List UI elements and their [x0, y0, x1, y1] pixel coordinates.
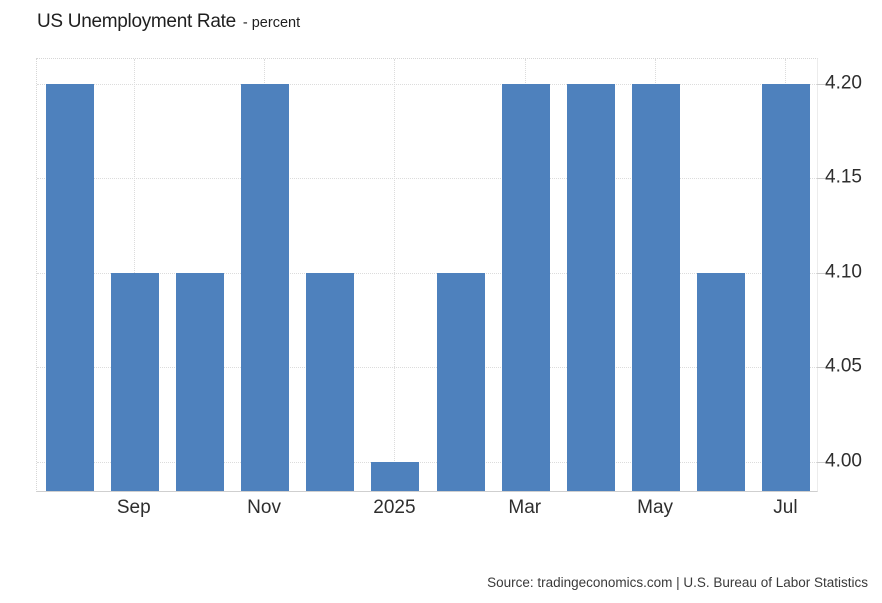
y-tick-mark [817, 462, 825, 463]
chart-header: US Unemployment Rate - percent [37, 11, 300, 33]
bar-month-8[interactable] [566, 83, 615, 491]
h-gridline [37, 83, 817, 85]
bar-Sep[interactable] [110, 272, 159, 491]
h-gridline [37, 272, 817, 274]
bar-Mar[interactable] [501, 83, 550, 491]
bar-Jul[interactable] [762, 83, 811, 491]
y-tick-mark [817, 178, 825, 179]
chart-title: US Unemployment Rate [37, 11, 236, 32]
chart-subtitle: - percent [242, 15, 301, 31]
bar-Nov[interactable] [241, 83, 290, 491]
y-tick-label: 4.10 [825, 261, 862, 283]
bar-month-6[interactable] [436, 272, 485, 491]
x-tick-label: Sep [116, 497, 151, 518]
bar-month-2[interactable] [175, 272, 224, 491]
y-tick-label: 4.00 [825, 450, 862, 472]
bar-2025[interactable] [371, 461, 420, 491]
x-tick-label: 2025 [373, 497, 416, 518]
y-tick-label: 4.15 [825, 166, 862, 188]
bar-May[interactable] [632, 83, 681, 491]
bar-month-0[interactable] [45, 83, 94, 491]
h-gridline [37, 461, 817, 463]
v-gridline [394, 59, 396, 491]
y-tick-mark [817, 84, 825, 85]
h-gridline [37, 367, 817, 369]
x-tick-label: May [637, 497, 674, 518]
x-tick-label: Nov [247, 497, 281, 518]
y-tick-label: 4.20 [825, 72, 862, 94]
plot-area [36, 58, 818, 492]
h-gridline [37, 178, 817, 180]
x-tick-label: Mar [508, 497, 542, 518]
x-tick-label: Jul [773, 497, 798, 518]
y-tick-mark [817, 273, 825, 274]
y-tick-mark [817, 367, 825, 368]
source-attribution: Source: tradingeconomics.com | U.S. Bure… [487, 575, 868, 590]
bar-month-4[interactable] [306, 272, 355, 491]
bar-month-10[interactable] [697, 272, 746, 491]
y-tick-label: 4.05 [825, 355, 862, 377]
